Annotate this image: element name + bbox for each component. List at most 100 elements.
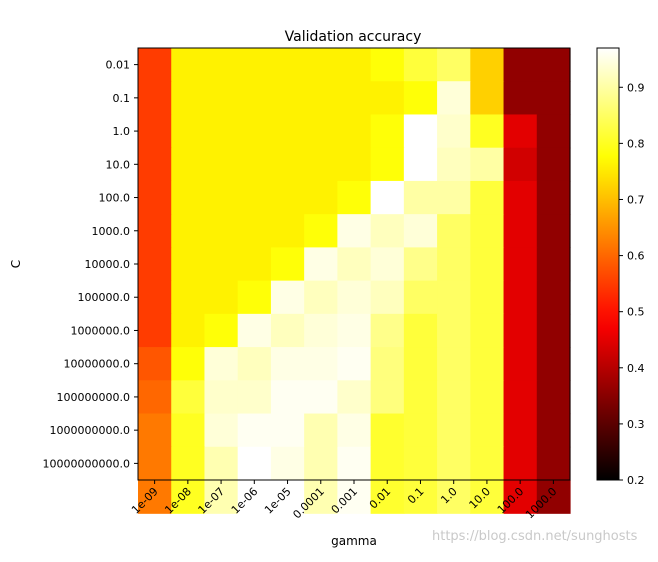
heatmap-cell	[171, 480, 206, 514]
heatmap-cell	[304, 280, 338, 315]
heatmap-cell	[270, 413, 305, 448]
heatmap-cell	[470, 48, 505, 82]
heatmap-cell	[270, 480, 305, 514]
colorbar-tick-label: 0.3	[627, 418, 645, 431]
y-tick-label: 1.0	[113, 125, 131, 138]
heatmap-cell	[370, 480, 405, 514]
heatmap-cell	[237, 247, 272, 282]
heatmap-cell	[304, 347, 338, 381]
heatmap-cell	[437, 480, 471, 514]
heatmap-cell	[270, 81, 305, 116]
heatmap-cell	[503, 380, 538, 415]
heatmap-cell	[437, 247, 471, 282]
heatmap-cell	[536, 180, 571, 215]
heatmap-cell	[470, 446, 505, 481]
heatmap-cell	[337, 48, 372, 82]
heatmap-cell	[138, 413, 172, 448]
heatmap-cell	[237, 347, 272, 381]
heatmap-cell	[237, 446, 272, 481]
heatmap-cell	[270, 313, 305, 348]
heatmap-cell	[204, 147, 239, 182]
heatmap-cell	[237, 48, 272, 82]
heatmap-cell	[337, 81, 372, 116]
heatmap-cell	[403, 247, 438, 282]
heatmap-cell	[403, 147, 438, 182]
heatmap-cell	[370, 114, 405, 149]
heatmap-cell	[503, 48, 538, 82]
heatmap-cell	[370, 147, 405, 182]
heatmap-cell	[536, 413, 571, 448]
heatmap-cell	[138, 180, 172, 215]
heatmap-cell	[403, 313, 438, 348]
heatmap-cell	[204, 180, 239, 215]
heatmap-cell	[204, 347, 239, 381]
heatmap-cell	[503, 313, 538, 348]
heatmap-cell	[370, 446, 405, 481]
heatmap-cell	[437, 48, 471, 82]
heatmap-cell	[138, 214, 172, 248]
watermark: https://blog.csdn.net/sunghosts	[432, 529, 638, 544]
heatmap-cell	[403, 347, 438, 381]
heatmap-cell	[304, 114, 338, 149]
heatmap-cell	[138, 280, 172, 315]
heatmap-cell	[370, 247, 405, 282]
heatmap-cell	[403, 446, 438, 481]
heatmap-cell	[337, 114, 372, 149]
heatmap-cell	[536, 347, 571, 381]
heatmap-cell	[470, 247, 505, 282]
heatmap-cell	[204, 280, 239, 315]
heatmap-cell	[536, 147, 571, 182]
heatmap-cell	[437, 214, 471, 248]
heatmap-cell	[536, 48, 571, 82]
heatmap-cell	[270, 114, 305, 149]
heatmap-cell	[470, 480, 505, 514]
heatmap-cell	[270, 214, 305, 248]
y-tick-label: 10000000.0	[64, 358, 130, 371]
heatmap-cell	[503, 280, 538, 315]
heatmap-cell	[270, 446, 305, 481]
colorbar	[596, 47, 620, 481]
heatmap-cell	[270, 180, 305, 215]
heatmap-cell	[237, 280, 272, 315]
heatmap-cell	[237, 81, 272, 116]
heatmap-cell	[138, 48, 172, 82]
y-tick-label: 10.0	[106, 158, 131, 171]
x-axis-label: gamma	[331, 534, 377, 548]
heatmap-cell	[138, 446, 172, 481]
heatmap-cell	[337, 247, 372, 282]
heatmap-cell	[237, 147, 272, 182]
heatmap-cell	[304, 81, 338, 116]
heatmap-cell	[470, 313, 505, 348]
heatmap-cell	[270, 347, 305, 381]
heatmap-cell	[503, 446, 538, 481]
heatmap-cell	[370, 214, 405, 248]
heatmap-cell	[204, 114, 239, 149]
y-tick-label: 1000000000.0	[50, 424, 130, 437]
y-tick-label: 1000.0	[92, 225, 131, 238]
heatmap-cell	[337, 180, 372, 215]
heatmap-cell	[403, 280, 438, 315]
heatmap-cell	[370, 48, 405, 82]
heatmap-cell	[204, 380, 239, 415]
heatmap-cell	[403, 48, 438, 82]
heatmap-cell	[204, 313, 239, 348]
heatmap-cell	[237, 180, 272, 215]
heatmap-cell	[403, 380, 438, 415]
heatmap-cell	[270, 280, 305, 315]
heatmap-cell	[403, 214, 438, 248]
heatmap-cell	[138, 313, 172, 348]
heatmap-cell	[370, 280, 405, 315]
heatmap-cell	[304, 147, 338, 182]
heatmap-cell	[304, 180, 338, 215]
heatmap-cell	[536, 214, 571, 248]
heatmap-cell	[503, 81, 538, 116]
heatmap-cell	[337, 380, 372, 415]
colorbar-tick-label: 0.5	[627, 306, 645, 319]
y-tick-label: 10000000000.0	[43, 457, 130, 470]
heatmap-cell	[304, 480, 338, 514]
heatmap-cell	[304, 247, 338, 282]
colorbar-tick-label: 0.7	[627, 193, 645, 206]
heatmap-cell	[237, 214, 272, 248]
heatmap-cell	[138, 380, 172, 415]
